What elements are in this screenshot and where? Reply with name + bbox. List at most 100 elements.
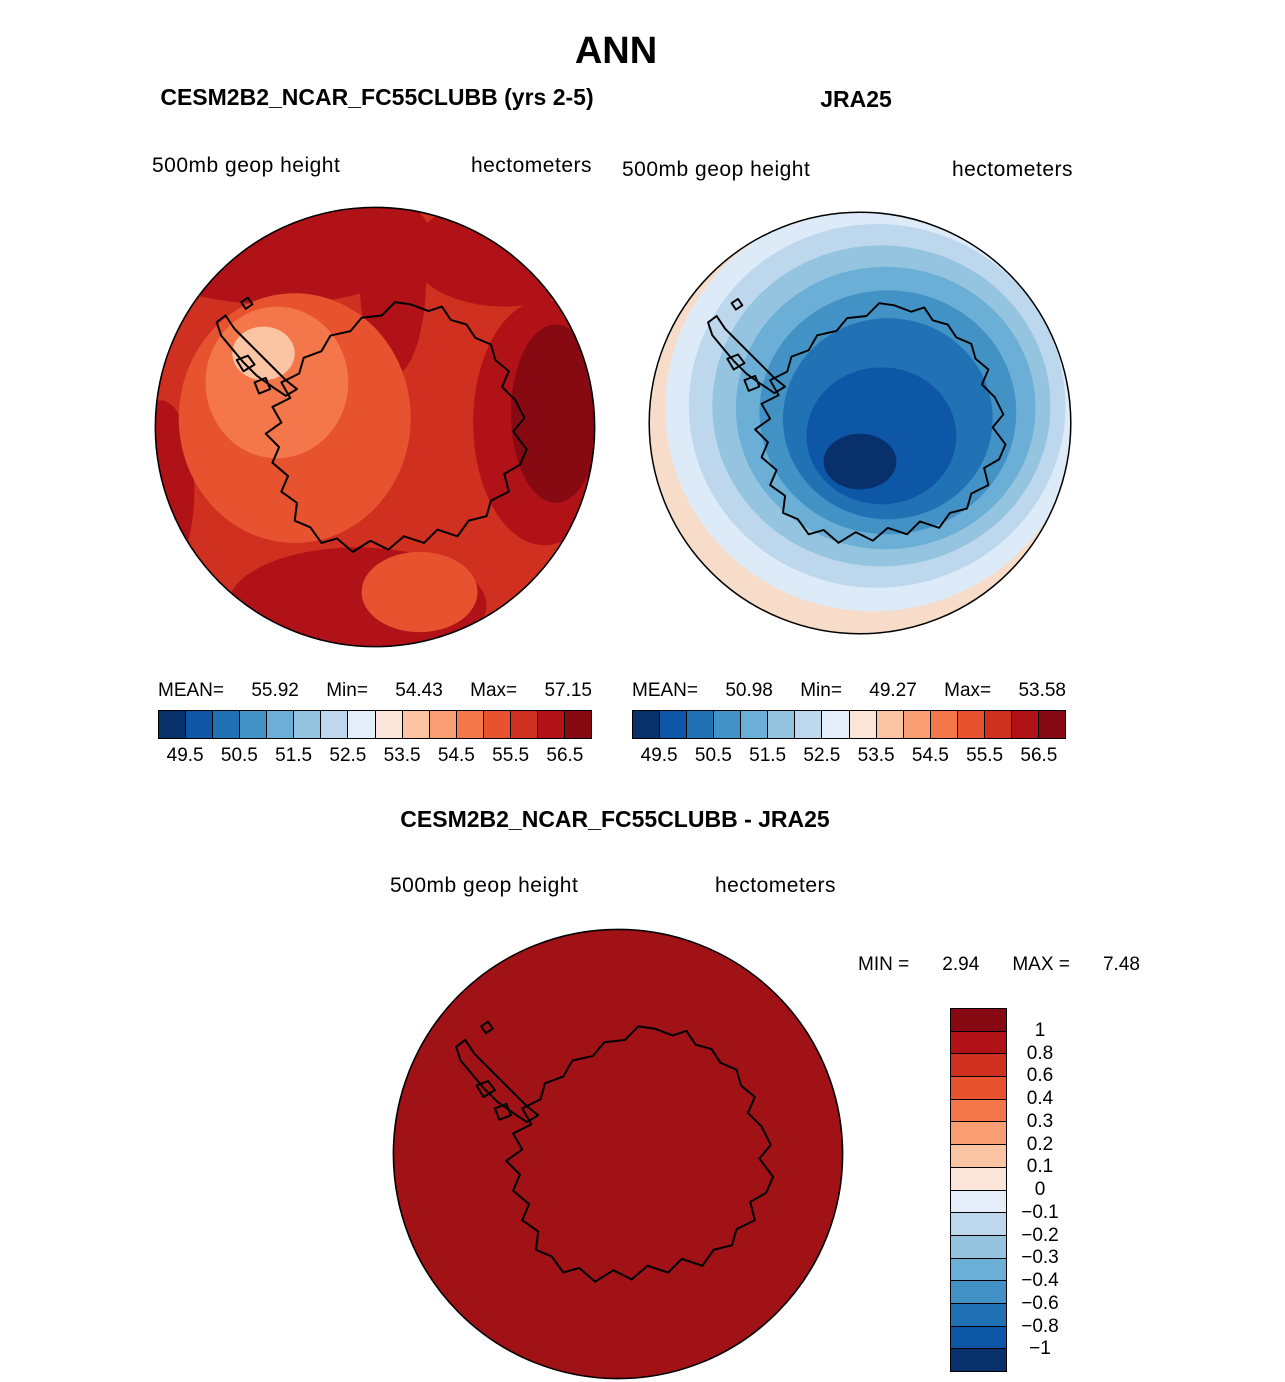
colorbar-segment [957, 711, 985, 738]
colorbar-ticks-model: 49.5 50.5 51.5 52.5 53.5 54.5 55.5 56.5 [158, 745, 592, 767]
colorbar-model [158, 710, 592, 739]
diff-colorbar-label: 0.6 [1026, 1065, 1054, 1087]
colorbar-segment [903, 711, 931, 738]
colorbar-segment [951, 1257, 1006, 1281]
colorbar-segment [267, 711, 295, 738]
colorbar-segment [456, 711, 484, 738]
colorbar-segment [951, 1144, 1006, 1167]
reference-map-contours [649, 212, 1071, 634]
diff-max-value: 7.48 [1102, 954, 1140, 975]
max-label: Max= [944, 680, 992, 701]
colorbar-segment [213, 711, 241, 738]
map-boundary-circle [154, 206, 596, 648]
difference-map [392, 928, 844, 1380]
max-label: Max= [470, 680, 518, 701]
colorbar-segment [375, 711, 403, 738]
diff-panel-title: CESM2B2_NCAR_FC55CLUBB - JRA25 [400, 806, 830, 832]
colorbar-reference [632, 710, 1066, 739]
diff-colorbar-label: 1 [1034, 1019, 1046, 1041]
colorbar-segment [951, 1076, 1006, 1099]
colorbar-segment [951, 1189, 1006, 1213]
diff-colorbar-label: −0.4 [1021, 1270, 1059, 1291]
colorbar-ticks-reference: 49.5 50.5 51.5 52.5 53.5 54.5 55.5 56.5 [632, 745, 1066, 767]
colorbar-segment [951, 1234, 1006, 1258]
colorbar-segment [429, 711, 457, 738]
colorbar-segment [951, 1302, 1006, 1326]
colorbar-segment [768, 711, 796, 738]
diff-min-value: 2.94 [942, 954, 980, 975]
colorbar-tick-label: 52.5 [803, 745, 841, 766]
colorbar-segment [849, 711, 877, 738]
colorbar-segment [1011, 711, 1039, 738]
model-map [154, 206, 596, 648]
colorbar-tick-label: 53.5 [857, 745, 895, 766]
stats-row-model: MEAN= 55.92 Min= 54.43 Max= 57.15 [158, 680, 592, 702]
colorbar-segment [321, 711, 349, 738]
colorbar-tick-label: 52.5 [329, 745, 367, 766]
colorbar-tick-label: 53.5 [383, 745, 421, 766]
colorbar-segment [714, 711, 742, 738]
colorbar-segment [687, 711, 715, 738]
min-value: 54.43 [395, 680, 443, 701]
stats-row-reference: MEAN= 50.98 Min= 49.27 Max= 53.58 [632, 680, 1066, 702]
panel-title-reference: JRA25 [820, 86, 892, 112]
diff-colorbar-label: 0.8 [1026, 1042, 1054, 1064]
mean-value: 55.92 [251, 680, 299, 701]
colorbar-segment [348, 711, 376, 738]
diff-colorbar-label: 0.3 [1026, 1110, 1054, 1132]
colorbar-segment [1038, 711, 1065, 738]
colorbar-segment [483, 711, 511, 738]
diff-min-label: MIN = [858, 954, 910, 975]
colorbar-segment [876, 711, 904, 738]
map-boundary-circle [648, 211, 1072, 635]
colorbar-tick-label: 54.5 [911, 745, 949, 766]
field-units-model: hectometers [470, 154, 592, 177]
colorbar-segment [951, 1325, 1006, 1349]
colorbar-tick-label: 55.5 [966, 745, 1004, 766]
diff-colorbar-label: −0.6 [1021, 1292, 1059, 1314]
diff-colorbar-label: −0.3 [1021, 1247, 1059, 1269]
colorbar-segment [294, 711, 322, 738]
colorbar-tick-label: 56.5 [546, 745, 584, 766]
diff-colorbar-label: −0.1 [1021, 1201, 1059, 1223]
colorbar-tick-label: 49.5 [166, 745, 204, 766]
colorbar-segment [951, 1030, 1006, 1054]
colorbar-segment [951, 1348, 1006, 1371]
colorbar-segment [795, 711, 823, 738]
colorbar-segment [510, 711, 538, 738]
map-boundary-circle [392, 928, 844, 1380]
colorbar-segment [984, 711, 1012, 738]
colorbar-segment [537, 711, 565, 738]
field-name-diff: 500mb geop height [390, 874, 579, 897]
colorbar-tick-label: 51.5 [749, 745, 787, 766]
colorbar-tick-label: 54.5 [437, 745, 475, 766]
difference-map-contours [393, 929, 843, 1379]
colorbar-segment [951, 1280, 1006, 1303]
min-label: Min= [800, 680, 842, 701]
mean-label: MEAN= [632, 680, 698, 701]
field-label-row-diff: 500mb geop height hectometers [390, 874, 836, 898]
field-label-row-reference: 500mb geop height hectometers [622, 158, 1073, 182]
diff-colorbar-label: 0 [1034, 1179, 1046, 1200]
colorbar-segment [930, 711, 958, 738]
colorbar-segment [951, 1166, 1006, 1190]
diff-colorbar-label: 0.2 [1026, 1133, 1054, 1155]
max-value: 53.58 [1018, 680, 1066, 701]
colorbar-tick-label: 50.5 [220, 745, 258, 766]
diff-minmax-row: MIN = 2.94 MAX = 7.48 [858, 954, 1140, 976]
model-map-contours [155, 207, 595, 647]
colorbar-segment [741, 711, 769, 738]
reference-map [648, 211, 1072, 635]
colorbar-tick-label: 56.5 [1020, 745, 1058, 766]
colorbar-segment [951, 1053, 1006, 1077]
colorbar-segment [402, 711, 430, 738]
diff-colorbar-label: 0.1 [1026, 1156, 1054, 1178]
mean-label: MEAN= [158, 680, 224, 701]
min-label: Min= [326, 680, 368, 701]
colorbar-tick-label: 51.5 [275, 745, 313, 766]
mean-value: 50.98 [725, 680, 773, 701]
colorbar-tick-label: 49.5 [640, 745, 678, 766]
colorbar-segment [951, 1009, 1006, 1031]
field-name-model: 500mb geop height [152, 154, 341, 177]
